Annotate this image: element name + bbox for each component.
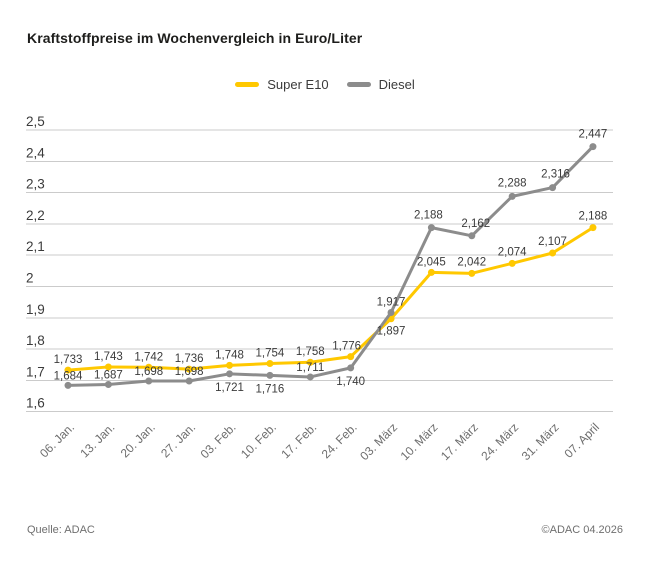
data-point-label: 1,917 (377, 296, 406, 308)
data-point-label: 1,698 (134, 366, 163, 378)
legend-item-super-e10: Super E10 (235, 77, 329, 92)
source-note: Quelle: ADAC (27, 524, 95, 536)
data-point-label: 2,074 (498, 246, 527, 258)
data-point (427, 224, 435, 232)
y-axis-tick-label: 2 (26, 271, 34, 286)
data-point (549, 249, 557, 257)
data-point-label: 2,188 (414, 210, 443, 222)
data-point-label: 2,447 (579, 129, 608, 141)
data-point-label: 1,743 (94, 351, 123, 363)
data-point-label: 1,684 (54, 370, 83, 382)
data-point (589, 143, 597, 151)
data-point-label: 2,162 (461, 218, 490, 230)
x-axis-tick-label: 24. März (478, 420, 521, 463)
series-line-super-e10 (66, 226, 595, 372)
data-point (185, 377, 193, 385)
data-point (226, 370, 234, 378)
data-point-label: 1,687 (94, 369, 123, 381)
data-point-label: 1,736 (175, 353, 204, 365)
data-point (64, 366, 72, 374)
data-point (508, 192, 516, 200)
x-axis-tick-label: 10. März (398, 420, 441, 463)
data-point (508, 259, 516, 267)
diesel-line-swatch (346, 82, 371, 87)
data-point-label: 2,107 (538, 236, 567, 248)
data-point-label: 2,316 (541, 169, 570, 181)
data-point (266, 359, 274, 367)
data-point (468, 232, 476, 240)
x-axis-tick-label: 06. Jan. (37, 420, 77, 460)
data-point (387, 308, 395, 316)
x-axis-tick-label: 13. Jan. (77, 420, 117, 460)
data-point (306, 358, 314, 366)
data-point (145, 377, 153, 385)
data-point-label: 1,711 (296, 362, 324, 374)
chart-title: Kraftstoffpreise im Wochenvergleich in E… (27, 30, 363, 46)
data-point-label: 2,042 (457, 256, 486, 268)
super-e10-line-swatch (235, 82, 260, 87)
copyright-note: ©ADAC 04.2026 (541, 524, 624, 536)
series-line-diesel (66, 145, 595, 387)
data-point (104, 363, 112, 371)
y-axis-tick-label: 2,2 (26, 208, 45, 223)
y-axis-tick-label: 1,6 (26, 396, 45, 411)
y-axis-tick-label: 1,8 (26, 333, 45, 348)
data-point (549, 184, 557, 192)
data-point (226, 361, 234, 369)
data-point-label: 1,776 (332, 341, 361, 353)
data-point-label: 1,748 (215, 349, 244, 361)
x-axis-tick-label: 03. Feb. (198, 420, 239, 461)
data-point-label: 2,188 (579, 211, 608, 223)
x-axis-tick-label: 10. Feb. (238, 420, 279, 461)
data-point (468, 269, 476, 277)
data-point-label: 1,716 (256, 383, 285, 395)
data-point (347, 364, 355, 372)
data-point-label: 2,288 (498, 177, 527, 189)
data-point-label: 1,721 (215, 382, 244, 394)
y-axis-tick-label: 1,7 (26, 364, 45, 379)
x-axis-tick-label: 07. April (562, 420, 603, 461)
data-point (427, 268, 435, 276)
legend-item-diesel: Diesel (346, 77, 415, 92)
x-axis-tick-label: 31. März (519, 420, 562, 463)
data-point (145, 363, 153, 371)
legend-label-super-e10: Super E10 (267, 77, 329, 92)
y-axis-tick-label: 2,3 (26, 177, 45, 192)
data-point (306, 373, 314, 381)
x-axis-tick-label: 27. Jan. (158, 420, 198, 460)
data-point (104, 380, 112, 388)
chart-legend: Super E10 Diesel (0, 77, 650, 92)
data-point-label: 1,742 (134, 351, 163, 363)
x-axis-tick-label: 03. März (357, 420, 400, 463)
data-point (347, 353, 355, 361)
data-point-label: 1,733 (54, 354, 83, 366)
x-axis-tick-label: 24. Feb. (319, 420, 360, 461)
x-axis-tick-label: 17. März (438, 420, 481, 463)
y-axis-tick-label: 1,9 (26, 302, 45, 317)
data-point (589, 224, 597, 232)
y-axis-tick-label: 2,1 (26, 239, 45, 254)
legend-label-diesel: Diesel (378, 77, 415, 92)
data-point-label: 1,897 (377, 326, 406, 338)
y-axis-tick-label: 2,5 (26, 114, 45, 129)
chart-footer: Quelle: ADAC ©ADAC 04.2026 (27, 524, 623, 536)
data-point (185, 365, 193, 373)
x-axis-tick-label: 20. Jan. (118, 420, 158, 460)
data-point-label: 1,754 (256, 347, 285, 359)
data-point-label: 1,758 (296, 346, 325, 358)
x-axis-tick-label: 17. Feb. (278, 420, 319, 461)
data-point-label: 2,045 (417, 256, 446, 268)
data-point-label: 1,698 (175, 366, 204, 378)
y-axis-tick-label: 2,4 (26, 145, 45, 160)
data-point (64, 381, 72, 389)
data-point-label: 1,740 (336, 376, 365, 388)
data-point (266, 371, 274, 379)
